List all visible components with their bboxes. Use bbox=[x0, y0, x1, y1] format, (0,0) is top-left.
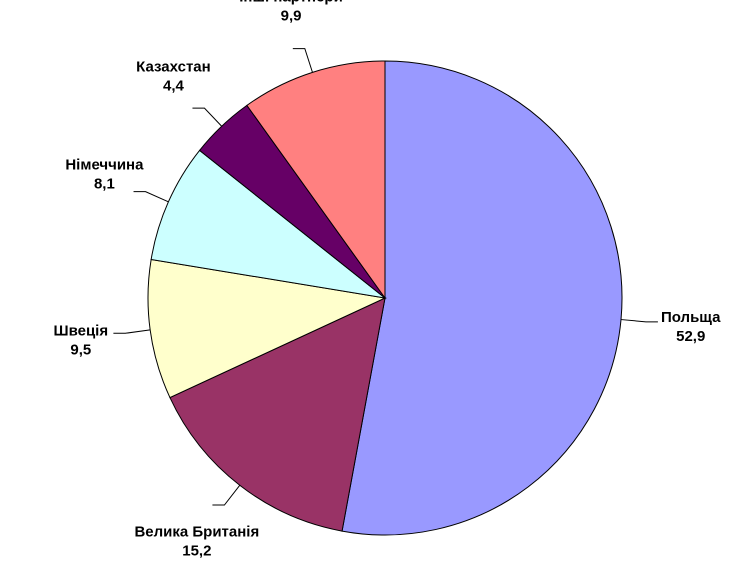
slice-label: Швеція bbox=[54, 322, 109, 339]
leader-line bbox=[133, 191, 169, 203]
slice-label: Німеччина bbox=[65, 156, 144, 173]
leader-line bbox=[113, 329, 151, 334]
slice-value-label: 52,9 bbox=[676, 328, 705, 345]
slice-label: Інші партнери bbox=[239, 0, 343, 6]
slice-value-label: 9,5 bbox=[70, 341, 91, 358]
leader-line bbox=[212, 484, 241, 506]
slice-value-label: 8,1 bbox=[94, 175, 115, 192]
slice-value-label: 15,2 bbox=[182, 543, 211, 560]
leader-line bbox=[620, 319, 658, 323]
slice-label: Велика Британія bbox=[134, 524, 259, 541]
slice-value-label: 9,9 bbox=[281, 8, 302, 25]
slice-label: Польща bbox=[661, 309, 721, 326]
leader-line bbox=[292, 48, 313, 73]
slice-label: Казахстан bbox=[136, 59, 211, 76]
pie-slice bbox=[341, 60, 623, 536]
slice-value-label: 4,4 bbox=[163, 78, 185, 95]
leader-line bbox=[192, 107, 223, 127]
